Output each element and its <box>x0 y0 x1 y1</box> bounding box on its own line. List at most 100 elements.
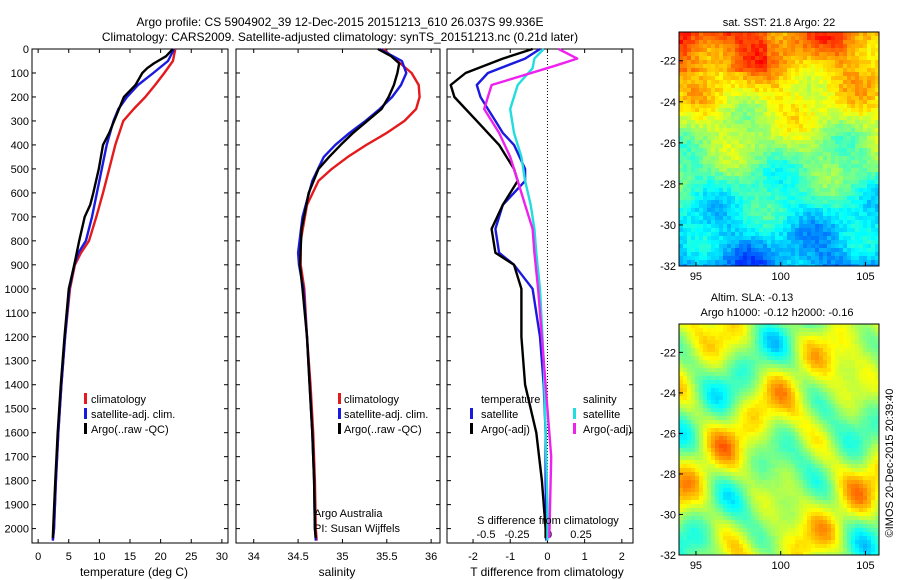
map-cell <box>791 392 796 397</box>
map-cell <box>759 384 764 389</box>
map-cell <box>779 392 784 397</box>
map-cell <box>683 72 688 77</box>
map-cell <box>859 456 864 461</box>
map-cell <box>691 408 696 413</box>
map-cell <box>735 104 740 109</box>
map-cell <box>747 144 752 149</box>
map-cell <box>683 40 688 45</box>
map-cell <box>695 140 700 145</box>
legend-swatch-argo <box>338 423 341 434</box>
map-cell <box>803 180 808 185</box>
map-cell <box>723 64 728 69</box>
map-cell <box>699 408 704 413</box>
map-cell <box>823 404 828 409</box>
map-cell <box>703 384 708 389</box>
map-cell <box>759 76 764 81</box>
map-cell <box>855 68 860 73</box>
map-cell <box>775 392 780 397</box>
map-cell <box>683 112 688 117</box>
map-cell <box>679 360 684 365</box>
map-cell <box>875 244 879 249</box>
map-cell <box>739 404 744 409</box>
map-cell <box>811 176 816 181</box>
map-cell <box>783 72 788 77</box>
map-cell <box>759 372 764 377</box>
map-cell <box>815 352 820 357</box>
map-cell <box>727 364 732 369</box>
map-cell <box>847 380 852 385</box>
map-cell <box>759 456 764 461</box>
map-cell <box>719 420 724 425</box>
map-cell <box>819 88 824 93</box>
map-cell <box>699 436 704 441</box>
map-cell <box>855 380 860 385</box>
map-cell <box>727 384 732 389</box>
map-cell <box>875 76 879 81</box>
map-cell <box>739 412 744 417</box>
map-cell <box>691 440 696 445</box>
map-cell <box>843 436 848 441</box>
map-cell <box>735 140 740 145</box>
map-cell <box>699 92 704 97</box>
map-cell <box>807 388 812 393</box>
map-cell <box>735 348 740 353</box>
map-cell <box>775 108 780 113</box>
map-cell <box>731 92 736 97</box>
map-cell <box>703 92 708 97</box>
map-cell <box>811 56 816 61</box>
map-cell <box>875 328 879 333</box>
map-cell <box>783 332 788 337</box>
map-cell <box>815 140 820 145</box>
map-cell <box>779 152 784 157</box>
map-cell <box>763 400 768 405</box>
map-cell <box>723 148 728 153</box>
map-cell <box>819 384 824 389</box>
map-cell <box>779 88 784 93</box>
map-cell <box>703 240 708 245</box>
map-cell <box>763 432 768 437</box>
map-cell <box>715 156 720 161</box>
map-cell <box>827 340 832 345</box>
map-cell <box>715 440 720 445</box>
map-cell <box>875 140 879 145</box>
map-cell <box>735 92 740 97</box>
map-cell <box>807 260 812 265</box>
map-cell <box>751 104 756 109</box>
map-cell <box>755 356 760 361</box>
map-cell <box>779 208 784 213</box>
map-cell <box>819 352 824 357</box>
map-cell <box>679 196 684 201</box>
map-cell <box>679 212 684 217</box>
map-cell <box>775 188 780 193</box>
map-cell <box>763 448 768 453</box>
map-cell <box>711 412 716 417</box>
map-cell <box>771 212 776 217</box>
map-cell <box>679 256 684 261</box>
map-cell <box>767 72 772 77</box>
map-cell <box>747 140 752 145</box>
map-cell <box>859 184 864 189</box>
map-cell <box>707 188 712 193</box>
map-cell <box>715 456 720 461</box>
map-cell <box>835 140 840 145</box>
map-cell <box>759 216 764 221</box>
map-cell <box>699 260 704 265</box>
map-cell <box>775 60 780 65</box>
map-cell <box>803 152 808 157</box>
map-cell <box>799 180 804 185</box>
map-cell <box>795 124 800 129</box>
map-cell <box>695 88 700 93</box>
map-cell <box>707 160 712 165</box>
map-cell <box>855 372 860 377</box>
map-cell <box>835 212 840 217</box>
map-cell <box>723 448 728 453</box>
map-cell <box>779 204 784 209</box>
map-cell <box>779 136 784 141</box>
map-cell <box>831 388 836 393</box>
map-cell <box>767 396 772 401</box>
map-cell <box>815 36 820 41</box>
map-cell <box>827 344 832 349</box>
map-cell <box>867 80 872 85</box>
map-cell <box>735 324 740 329</box>
map-cell <box>855 116 860 121</box>
